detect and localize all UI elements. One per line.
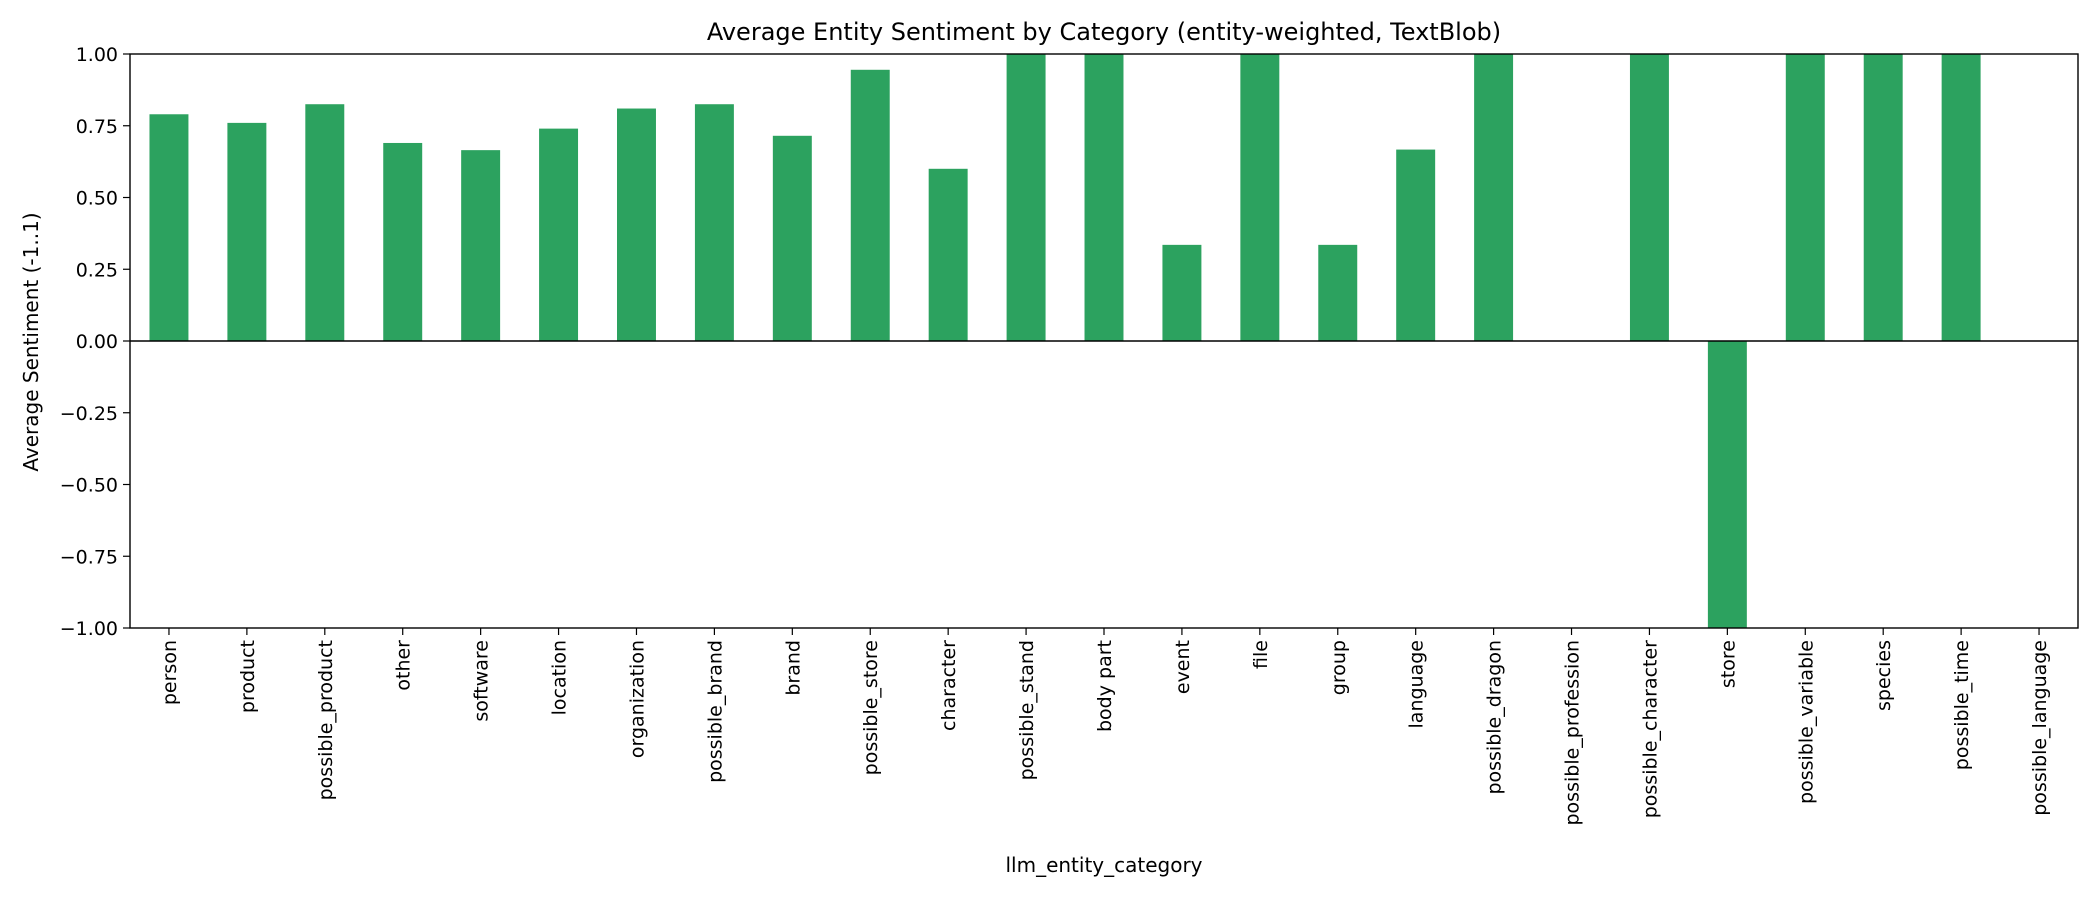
bar-group [1318, 244, 1358, 341]
bar-possible-character [1629, 54, 1669, 341]
x-category-label: possible_product [315, 640, 337, 800]
bar-language [1396, 149, 1436, 341]
x-category-label: group [1328, 640, 1350, 695]
y-tick-label: −0.50 [60, 475, 118, 497]
bar-possible-variable [1785, 54, 1825, 341]
bar-event [1162, 244, 1202, 341]
x-axis-label: llm_entity_category [1005, 853, 1202, 877]
x-category-label: species [1873, 640, 1895, 711]
y-tick-label: 0.25 [76, 259, 118, 281]
y-tick-label: −0.25 [60, 403, 118, 425]
bar-other [383, 142, 423, 341]
bar-species [1863, 54, 1903, 341]
bar-possible-time [1941, 54, 1981, 341]
bar-location [539, 128, 579, 341]
x-category-label: possible_store [860, 640, 882, 775]
x-category-label: possible_time [1951, 640, 1973, 770]
x-category-label: other [393, 640, 415, 691]
x-category-label: organization [626, 640, 648, 758]
bar-file [1240, 54, 1280, 341]
x-category-label: character [938, 640, 960, 731]
x-category-label: possible_character [1639, 640, 1661, 818]
y-tick-label: 1.00 [76, 44, 118, 66]
bar-possible-product [305, 104, 345, 341]
chart-title: Average Entity Sentiment by Category (en… [707, 18, 1501, 46]
x-category-label: software [471, 640, 493, 722]
bar-body-part [1084, 54, 1124, 341]
bar-product [227, 122, 267, 341]
bar-character [928, 168, 968, 341]
bar-software [461, 150, 501, 341]
x-category-label: body part [1094, 640, 1116, 732]
bar-organization [617, 108, 656, 341]
y-tick-label: 0.00 [76, 331, 118, 353]
x-category-label: product [237, 640, 259, 713]
x-category-label: possible_variable [1795, 640, 1817, 804]
x-category-label: possible_dragon [1484, 640, 1506, 795]
bar-store [1707, 341, 1747, 628]
x-category-label: store [1717, 640, 1739, 688]
y-tick-label: 0.75 [76, 116, 118, 138]
x-category-label: brand [782, 640, 804, 696]
y-tick-label: −0.75 [60, 546, 118, 568]
bar-possible-store [850, 69, 890, 341]
x-category-label: event [1172, 640, 1194, 694]
bars [149, 54, 1981, 628]
x-category-label: possible_profession [1562, 640, 1584, 826]
y-tick-label: −1.00 [60, 618, 118, 640]
x-category-label: file [1250, 640, 1272, 669]
plot-frame [129, 53, 2079, 629]
x-axis-categories: person product possible_product other softwa… [159, 628, 2051, 826]
bar-possible-dragon [1474, 54, 1514, 341]
bar-possible-brand [694, 104, 734, 341]
bar-brand [772, 135, 812, 341]
x-category-label: possible_language [2029, 640, 2051, 816]
x-category-label: possible_stand [1016, 640, 1038, 780]
y-axis-ticks: 1.00 0.75 0.50 0.25 0.00 −0.25 −0.50 −0.75 −1.00 [60, 44, 130, 640]
y-tick-label: 0.50 [76, 188, 118, 210]
bar-person [149, 114, 189, 342]
x-category-label: possible_brand [704, 640, 726, 783]
x-category-label: location [549, 640, 571, 715]
x-category-label: person [159, 640, 181, 705]
x-category-label: language [1406, 640, 1428, 728]
y-axis-label: Average Sentiment (-1..1) [19, 212, 43, 471]
bar-possible-stand [1006, 54, 1046, 341]
